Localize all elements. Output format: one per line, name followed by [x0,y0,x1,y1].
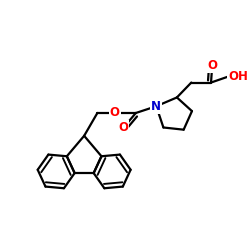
Text: O: O [118,122,128,134]
Text: O: O [110,106,120,120]
Text: OH: OH [228,70,248,83]
Text: N: N [151,100,161,113]
Text: O: O [207,59,217,72]
